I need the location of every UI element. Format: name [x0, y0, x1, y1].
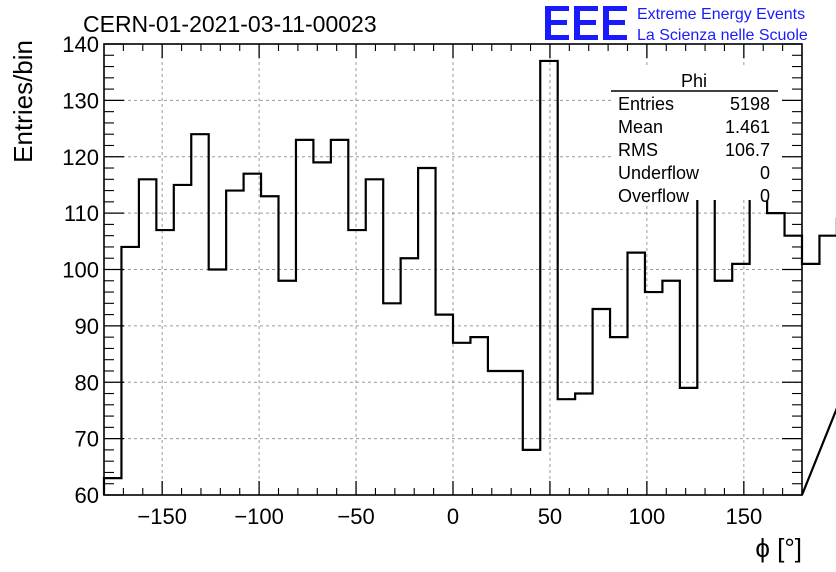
logo-line-2: La Scienza nelle Scuole [637, 27, 808, 44]
logo-line-1: Extreme Energy Events [637, 6, 805, 23]
stats-row-value: 0 [760, 163, 770, 183]
axis-ticks [104, 43, 802, 496]
eee-mark [545, 6, 627, 40]
x-tick-labels: −150 −100 −50 0 50 100 150 [137, 504, 762, 529]
stats-row-value: 5198 [730, 94, 770, 114]
x-tick-label: 50 [538, 504, 562, 529]
stats-row-label: Underflow [618, 163, 700, 183]
x-tick-label: 150 [725, 504, 762, 529]
y-tick-label: 70 [75, 427, 99, 452]
y-axis-label: Entries/bin [8, 40, 38, 163]
eee-logo: Extreme Energy Events La Scienza nelle S… [545, 6, 808, 44]
stats-row-label: RMS [618, 140, 658, 160]
stats-row-label: Overflow [618, 186, 690, 206]
stats-row-value: 106.7 [725, 140, 770, 160]
y-tick-label: 130 [62, 88, 99, 113]
stats-row-label: Mean [618, 117, 663, 137]
x-tick-label: −50 [337, 504, 374, 529]
y-tick-label: 90 [75, 314, 99, 339]
stats-title: Phi [681, 71, 707, 91]
x-tick-label: −150 [137, 504, 187, 529]
x-tick-label: −100 [234, 504, 284, 529]
chart-title: CERN-01-2021-03-11-00023 [83, 11, 377, 37]
stats-row-value: 0 [760, 186, 770, 206]
y-tick-labels: 60 70 80 90 100 110 120 130 140 [62, 32, 99, 508]
stats-row-value: 1.461 [725, 117, 770, 137]
stats-rows: Entries 5198 Mean 1.461 RMS 106.7 Underflow 0 Ov… [618, 94, 770, 206]
histogram-outline [102, 59, 836, 496]
stats-box: Phi Entries 5198 Mean 1.461 RMS 106.7 Underflo… [611, 66, 779, 206]
y-tick-label: 140 [62, 32, 99, 57]
stats-row-label: Entries [618, 94, 674, 114]
x-axis-label: ϕ [°] [755, 533, 802, 563]
y-tick-label: 120 [62, 145, 99, 170]
y-tick-label: 100 [62, 258, 99, 283]
y-tick-label: 110 [64, 201, 99, 226]
y-tick-label: 60 [75, 483, 99, 508]
x-tick-label: 100 [629, 504, 666, 529]
y-tick-label: 80 [75, 370, 99, 395]
x-tick-label: 0 [447, 504, 459, 529]
